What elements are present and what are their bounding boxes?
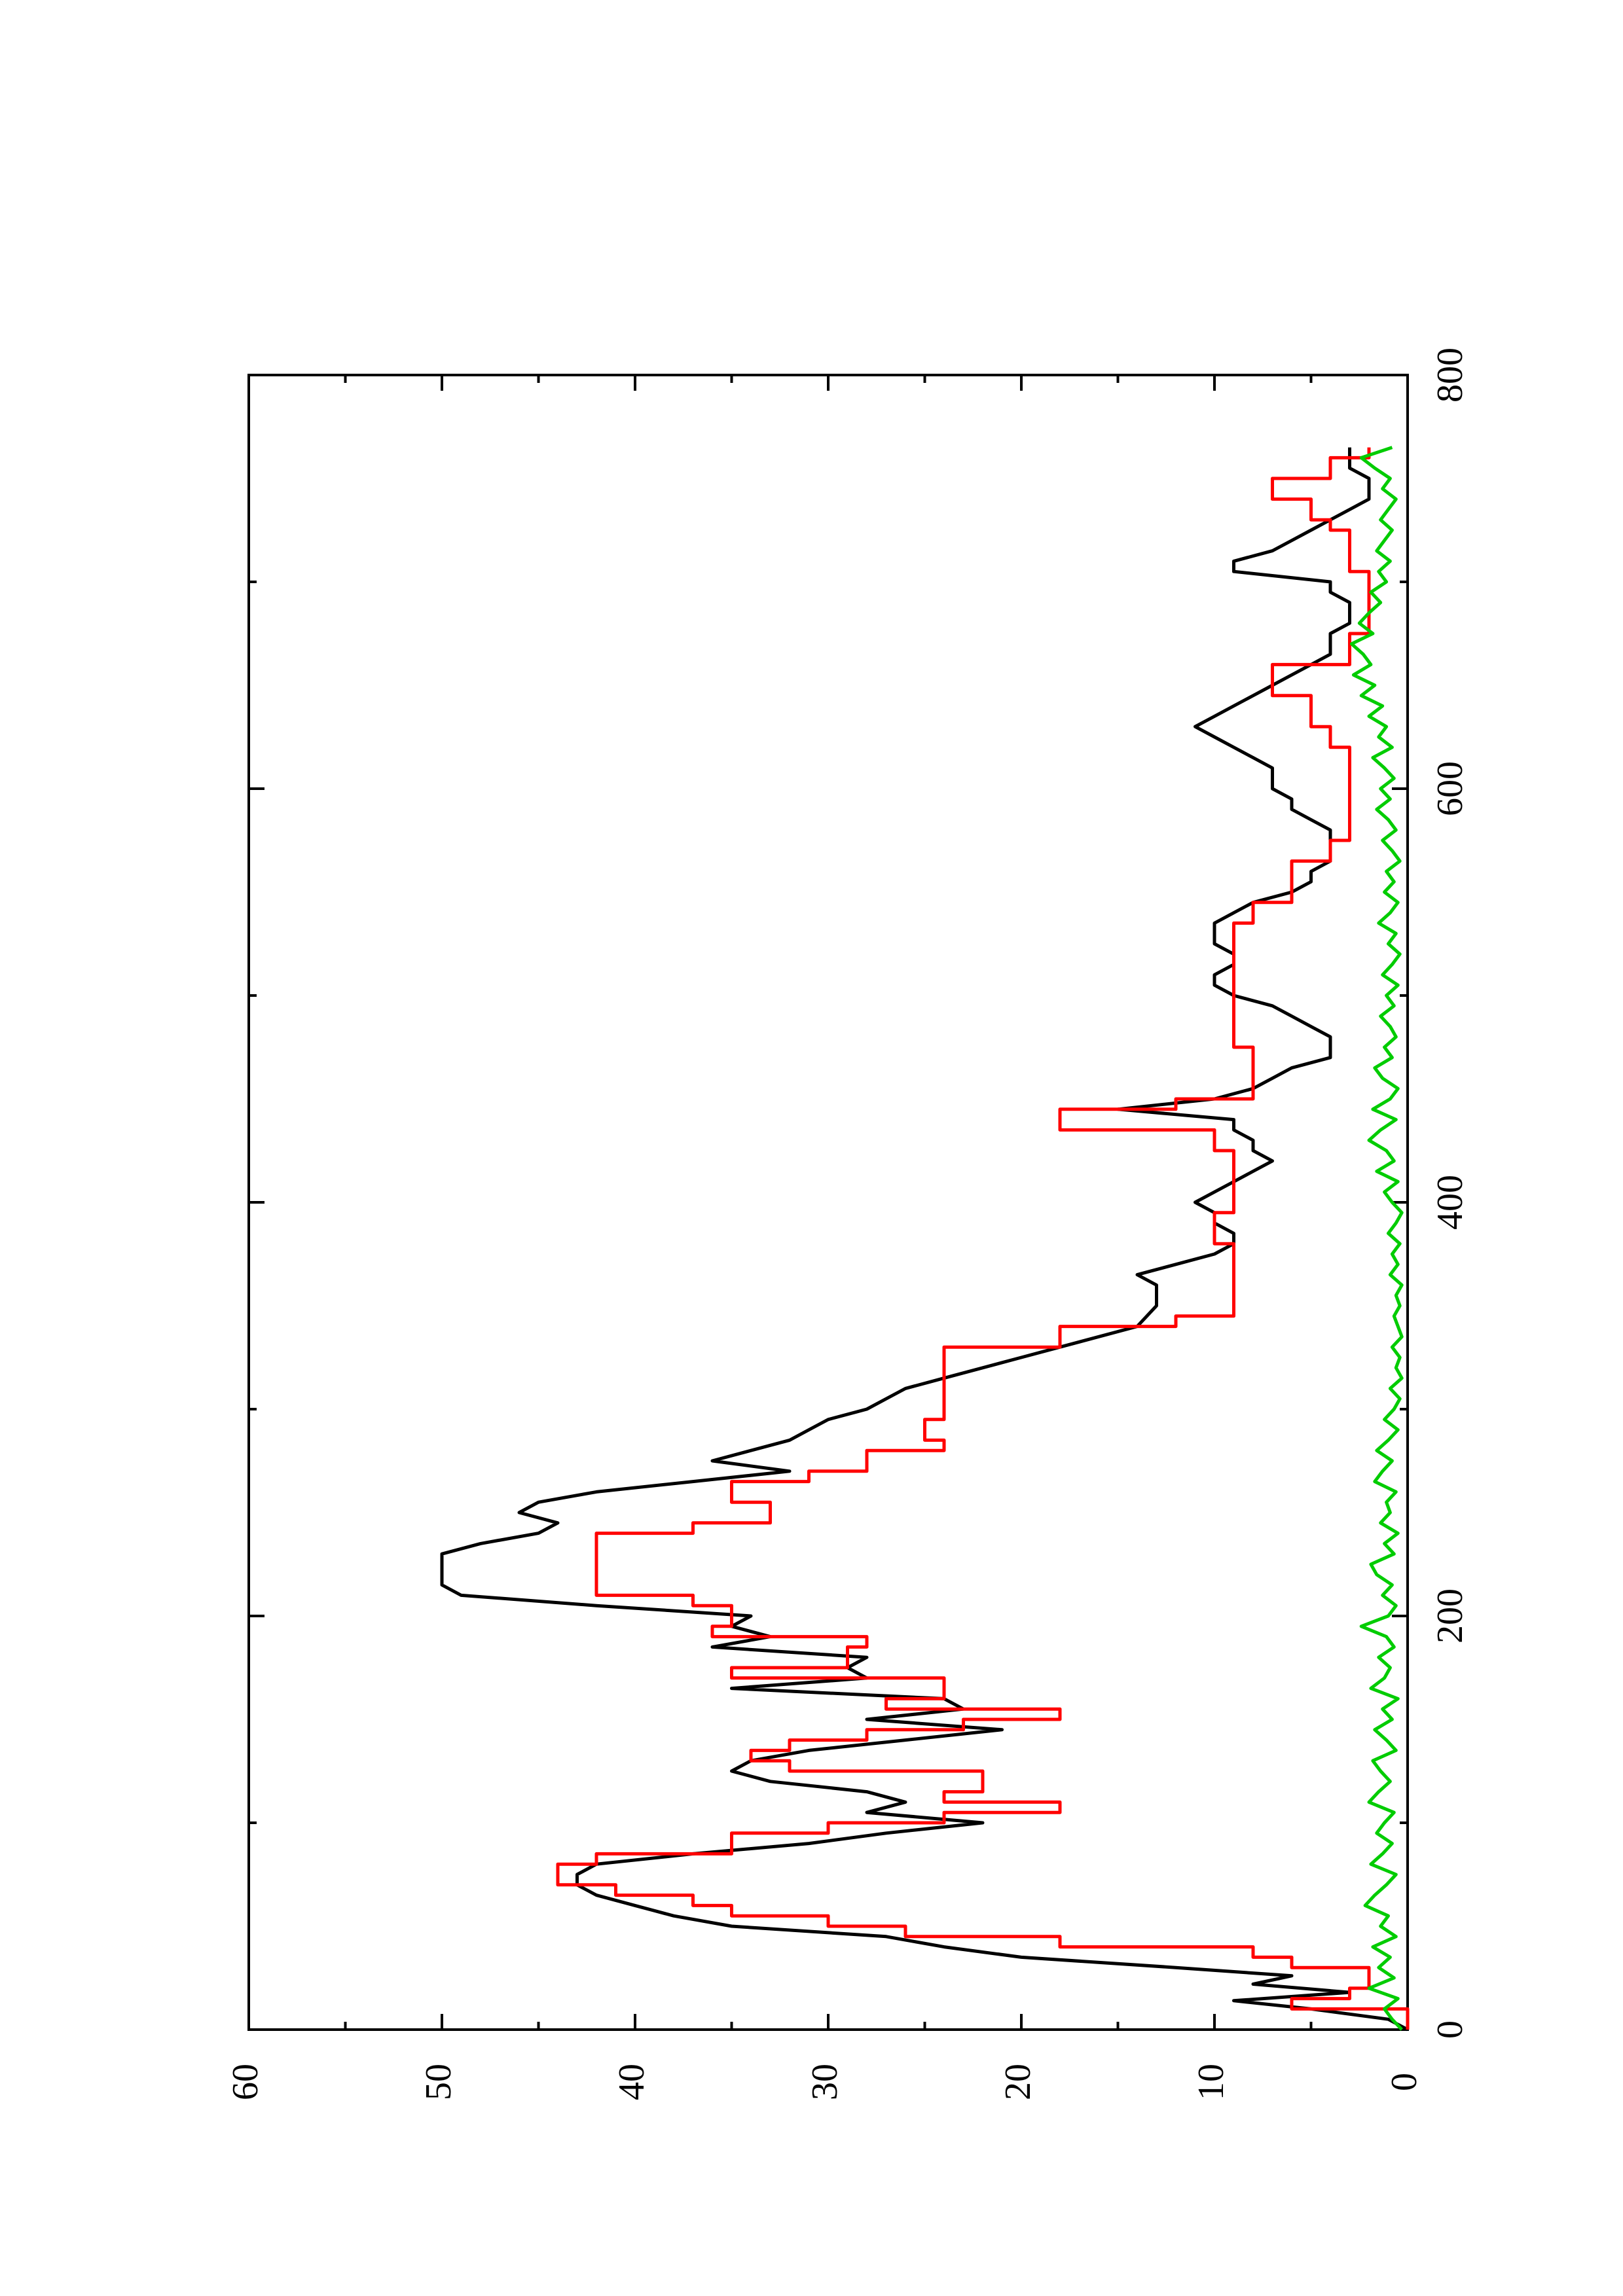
y-tick-label: 60 [225,2064,266,2100]
x-tick-label: 800 [1430,348,1470,403]
x-tick-label: 0 [1430,2020,1470,2039]
y-tick-label: 30 [805,2064,845,2100]
y-tick-label: 10 [1191,2064,1231,2100]
data-series [440,446,1410,2032]
x-tick-label: 400 [1430,1175,1470,1230]
axis-ticks [247,374,1409,2031]
series-line-0 [440,447,1409,2032]
series-line-2 [1349,446,1404,2031]
axis-tick-labels: 0 200 400 600 800 0 10 20 30 40 50 60 [225,348,1470,2100]
x-tick-label: 600 [1430,761,1470,816]
y-tick-label: 50 [418,2064,459,2100]
series-line-1 [556,447,1410,2030]
y-tick-label: 40 [611,2064,652,2100]
x-tick-label: 200 [1430,1588,1470,1643]
y-tick-label: 20 [998,2064,1038,2100]
y-tick-label: 0 [1384,2073,1425,2091]
